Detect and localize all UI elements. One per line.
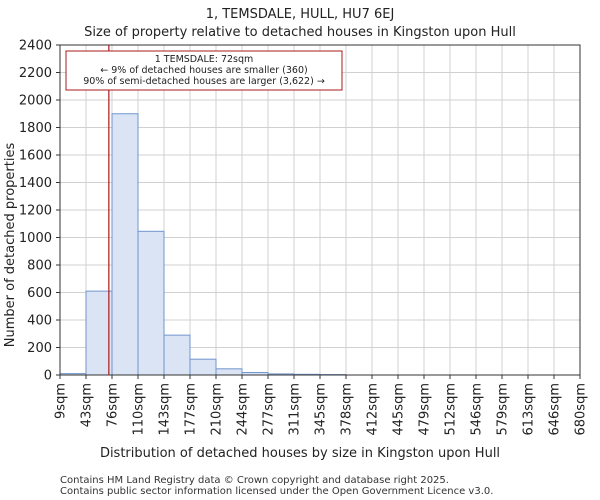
bar-110sqm xyxy=(137,230,165,376)
x-tick-label: 177sqm xyxy=(184,383,199,436)
x-tick-label: 546sqm xyxy=(470,383,485,436)
x-tick-label: 445sqm xyxy=(392,383,407,436)
y-tick-label: 1200 xyxy=(19,204,52,219)
x-tick-label: 210sqm xyxy=(210,383,225,436)
bar-210sqm xyxy=(215,368,243,376)
y-tick-label: 1000 xyxy=(19,231,52,246)
x-tick-label: 479sqm xyxy=(418,383,433,436)
y-tick-label: 800 xyxy=(27,259,52,274)
x-tick-label: 311sqm xyxy=(288,383,303,436)
bar-76sqm xyxy=(111,113,139,376)
annotation-box: 1 TEMSDALE: 72sqm ← 9% of detached house… xyxy=(65,50,343,91)
footer-line-2: Contains public sector information licen… xyxy=(60,486,493,497)
bar-143sqm xyxy=(163,334,191,376)
x-tick-label: 680sqm xyxy=(574,383,589,436)
y-axis-ticks: 0 200 400 600 800 1000 1200 1400 1600 1800 2000 220… xyxy=(19,39,60,384)
x-axis-label: Distribution of detached houses by size … xyxy=(100,446,500,461)
x-tick-label: 579sqm xyxy=(496,383,511,436)
y-tick-label: 2200 xyxy=(19,66,52,81)
x-tick-label: 345sqm xyxy=(314,383,329,436)
bars xyxy=(59,113,347,376)
x-tick-label: 412sqm xyxy=(366,383,381,436)
y-tick-label: 1600 xyxy=(19,149,52,164)
annotation-line-2: ← 9% of detached houses are smaller (360… xyxy=(100,65,307,76)
x-tick-label: 9sqm xyxy=(54,383,69,419)
chart-subtitle: Size of property relative to detached ho… xyxy=(84,25,516,40)
chart-title: 1, TEMSDALE, HULL, HU7 6EJ xyxy=(206,7,395,22)
bar-177sqm xyxy=(189,358,217,376)
y-tick-label: 2000 xyxy=(19,94,52,109)
x-tick-label: 244sqm xyxy=(236,383,251,436)
y-tick-label: 2400 xyxy=(19,39,52,54)
annotation-line-3: 90% of semi-detached houses are larger (… xyxy=(83,76,325,87)
bar-43sqm xyxy=(85,290,113,376)
x-tick-label: 277sqm xyxy=(262,383,277,436)
annotation-frame xyxy=(65,50,343,91)
y-axis-label: Number of detached properties xyxy=(3,143,18,348)
y-tick-label: 1400 xyxy=(19,176,52,191)
x-tick-label: 613sqm xyxy=(522,383,537,436)
x-tick-label: 76sqm xyxy=(106,383,121,427)
y-tick-label: 600 xyxy=(27,286,52,301)
footer-line-1: Contains HM Land Registry data © Crown c… xyxy=(60,475,449,486)
x-axis-ticks: 9sqm 43sqm 76sqm 110sqm 143sqm 177sqm 210sqm 24… xyxy=(54,375,589,436)
y-tick-label: 0 xyxy=(44,369,52,384)
x-tick-label: 646sqm xyxy=(548,383,563,436)
x-tick-label: 143sqm xyxy=(158,383,173,436)
plot-frame xyxy=(59,44,581,376)
y-tick-label: 1800 xyxy=(19,121,52,136)
x-tick-label: 110sqm xyxy=(132,383,147,436)
x-tick-label: 43sqm xyxy=(80,383,95,427)
x-tick-label: 512sqm xyxy=(444,383,459,436)
y-tick-label: 200 xyxy=(27,341,52,356)
annotation-line-1: 1 TEMSDALE: 72sqm xyxy=(155,54,254,65)
x-tick-label: 378sqm xyxy=(340,383,355,436)
y-tick-label: 400 xyxy=(27,314,52,329)
